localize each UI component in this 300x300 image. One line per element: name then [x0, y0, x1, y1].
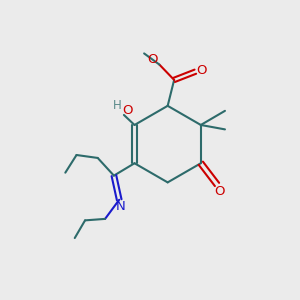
Text: H: H: [113, 99, 122, 112]
Text: O: O: [215, 185, 225, 198]
Text: O: O: [122, 104, 133, 117]
Text: O: O: [148, 53, 158, 66]
Text: N: N: [116, 200, 126, 213]
Text: O: O: [196, 64, 207, 77]
